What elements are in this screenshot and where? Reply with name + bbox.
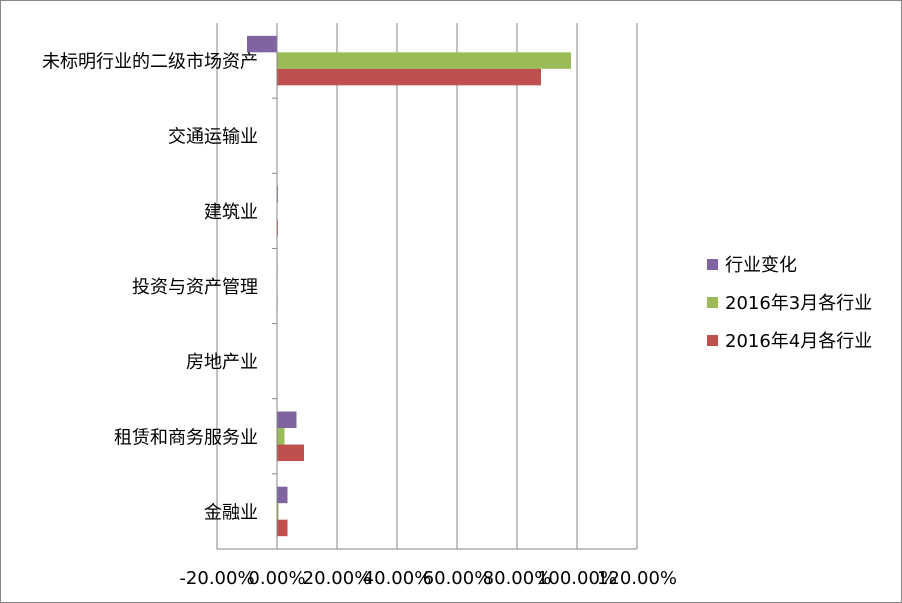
x-tick-label: -20.00% <box>179 568 254 589</box>
axes <box>217 23 637 550</box>
bar <box>277 428 285 445</box>
category-label: 未标明行业的二级市场资产 <box>42 52 258 73</box>
category-label: 房地产业 <box>186 352 258 373</box>
category-labels: 未标明行业的二级市场资产交通运输业建筑业投资与资产管理房地产业租赁和商务服务业金… <box>42 52 258 524</box>
category-label: 租赁和商务服务业 <box>114 427 258 448</box>
x-tick-label: 60.00% <box>423 568 492 589</box>
legend-label: 2016年4月各行业 <box>725 331 872 352</box>
bar <box>277 411 297 429</box>
bar <box>277 444 304 462</box>
bar <box>277 486 288 504</box>
legend-swatch <box>707 297 718 308</box>
bar <box>277 519 288 537</box>
legend-label: 行业变化 <box>725 255 797 276</box>
legend-swatch <box>707 335 718 346</box>
bar <box>277 68 541 86</box>
x-tick-labels: -20.00%0.00%20.00%40.00%60.00%80.00%100.… <box>179 568 677 589</box>
gridlines <box>216 23 638 549</box>
bar <box>247 35 277 53</box>
x-tick-label: 100.00% <box>537 568 617 589</box>
x-tick-label: 80.00% <box>483 568 552 589</box>
x-tick-label: 40.00% <box>363 568 432 589</box>
legend: 行业变化 2016年3月各行业 2016年4月各行业 <box>707 255 872 352</box>
category-label: 交通运输业 <box>168 127 258 148</box>
x-tick-label: 120.00% <box>597 568 677 589</box>
bars <box>247 35 571 537</box>
x-tick-label: 20.00% <box>303 568 372 589</box>
legend-swatch <box>707 259 718 270</box>
bar <box>277 503 279 520</box>
legend-label: 2016年3月各行业 <box>725 293 872 314</box>
category-label: 投资与资产管理 <box>132 277 258 298</box>
bar <box>277 52 571 69</box>
x-tick-label: 0.00% <box>248 568 305 589</box>
category-label: 建筑业 <box>204 202 258 223</box>
category-label: 金融业 <box>204 502 258 523</box>
